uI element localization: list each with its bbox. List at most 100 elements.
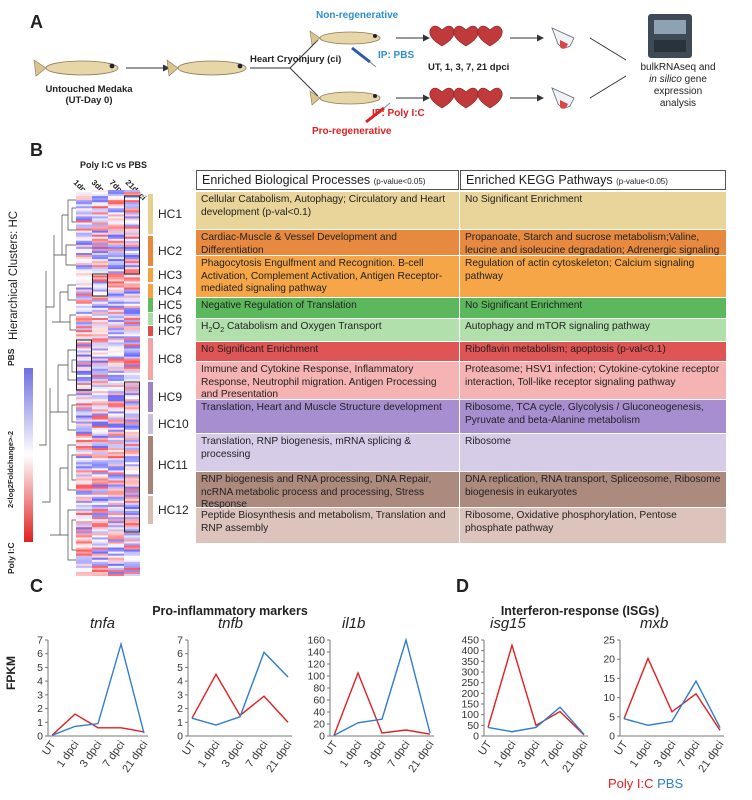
heatmap-cell [92, 573, 108, 576]
y-tick-label: 1 [177, 717, 183, 729]
heatmap-cell [76, 212, 92, 215]
y-tick-label: 120 [307, 659, 325, 671]
bp-header-text: Enriched Biological Processes [202, 173, 371, 187]
heatmap-cell [76, 226, 92, 229]
heatmap-cell [76, 238, 92, 242]
heatmap-cell [92, 448, 108, 451]
heatmap-cell [76, 482, 92, 485]
heatmap-cell [124, 431, 140, 435]
heatmap-cell [124, 389, 140, 392]
heatmap-cell [76, 240, 92, 244]
heatmap-cell [108, 437, 124, 441]
heatmap-cell [92, 340, 108, 343]
heatmap-cell [76, 230, 92, 233]
heatmap-cell [76, 368, 92, 372]
y-tick-label: 40 [313, 707, 325, 719]
heatmap-cell [108, 242, 124, 246]
heatmap-cell [76, 208, 92, 211]
heatmap-cell [108, 494, 124, 498]
heatmap-cell [76, 533, 92, 536]
timepoints-label: UT, 1, 3, 7, 21 dpci [428, 62, 510, 73]
heatmap-cell [76, 350, 92, 353]
heatmap-cell [92, 476, 108, 479]
heatmap-cell [92, 535, 108, 538]
y-tick-label: 0 [319, 731, 325, 743]
y-tick-label: 5 [37, 662, 43, 674]
heatmap-cell [108, 452, 124, 455]
heatmap-cell [92, 454, 108, 457]
heatmap-cell [124, 419, 140, 422]
bp-cell: Cardiac-Muscle & Vessel Development and … [196, 230, 459, 256]
tube-icon [551, 27, 575, 49]
heatmap-cell [108, 330, 124, 333]
heatmap-highlight-box [76, 339, 92, 391]
heatmap-cell [92, 543, 108, 546]
heatmap-cell [108, 222, 124, 225]
heatmap-cell [124, 277, 140, 280]
heatmap-cell [76, 415, 92, 418]
kegg-cell: Autophagy and mTOR signaling pathway [460, 319, 726, 341]
heatmap-cell [76, 244, 92, 248]
heatmap-cell [124, 265, 140, 268]
heatmap-cell [108, 299, 124, 303]
cluster-label: HC7 [158, 324, 183, 338]
heatmap-cell [76, 490, 92, 494]
heatmap-cell [76, 417, 92, 420]
heatmap-cell [124, 395, 140, 398]
heatmap-cell [76, 301, 92, 305]
heatmap-cell [108, 267, 124, 270]
heatmap-cell [76, 295, 92, 298]
heatmap-cell [108, 340, 124, 343]
heatmap-cell [76, 354, 92, 357]
heatmap-cell [124, 545, 140, 548]
heatmap-cell [124, 301, 140, 305]
heatmap-cell [108, 427, 124, 431]
heatmap-cell [76, 265, 92, 268]
heatmap-cell [92, 352, 108, 355]
fish-icon [309, 90, 381, 106]
cryoinjury-label: Heart Cryoinjury (ci) [250, 54, 342, 65]
kegg-cell: Regulation of actin cytoskeleton; Calciu… [460, 256, 726, 297]
heatmap-cell [108, 395, 124, 398]
y-tick-label: 0 [37, 731, 43, 743]
heatmap-cell [92, 472, 108, 475]
heatmap-cell [124, 210, 140, 213]
heatmap-cell [92, 214, 108, 217]
heatmap-cell [124, 275, 140, 278]
heatmap-cell [92, 218, 108, 221]
heatmap-cell [108, 287, 124, 290]
heatmap-cell [124, 244, 140, 248]
heatmap-cell [124, 326, 140, 329]
heatmap-cell [124, 405, 140, 408]
heatmap-cell [108, 525, 124, 528]
panel-a-letter: A [30, 12, 43, 32]
heatmap-cell [108, 484, 124, 487]
heatmap-cell [124, 559, 140, 563]
cluster-bar [148, 338, 153, 380]
heatmap-cell [108, 376, 124, 380]
heatmap-cell [124, 454, 140, 457]
heatmap-cell [124, 462, 140, 465]
heatmap-cell [76, 234, 92, 238]
heatmap-cell [124, 482, 140, 485]
heatmap-cell [92, 261, 108, 264]
heatmap-cell [108, 354, 124, 357]
heatmap-cell [76, 305, 92, 309]
x-tick-label: 3 dpci [362, 739, 389, 770]
heatmap-cell [92, 242, 108, 246]
heatmap-cell [76, 448, 92, 451]
cluster-label: HC12 [158, 503, 189, 517]
heatmap-cell [124, 322, 140, 325]
heatmap-cell [92, 192, 108, 195]
heatmap-cell [124, 470, 140, 473]
heatmap-cell [108, 238, 124, 242]
heatmap-cell [108, 496, 124, 500]
non-regenerative-label: Non-regenerative [316, 10, 399, 21]
heatmap-cell [92, 259, 108, 262]
heatmap-cell [108, 279, 124, 282]
cluster-label: HC9 [158, 390, 183, 404]
heatmap-cell [92, 513, 108, 516]
heatmap-cell [92, 380, 108, 384]
sequencer-icon [648, 14, 692, 58]
heatmap-cell [76, 194, 92, 197]
